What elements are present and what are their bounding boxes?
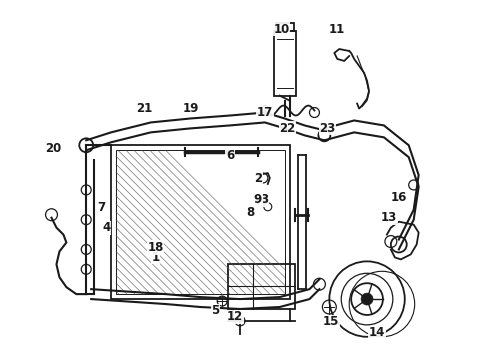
- Text: 17: 17: [257, 106, 273, 119]
- Text: 5: 5: [211, 305, 220, 318]
- Text: 9: 9: [254, 193, 262, 206]
- Text: 8: 8: [246, 206, 254, 219]
- Text: 22: 22: [279, 122, 296, 135]
- Bar: [276, 23, 294, 31]
- Bar: [274, 31, 295, 96]
- Text: 3: 3: [260, 193, 268, 206]
- Text: 4: 4: [102, 221, 110, 234]
- Text: 2: 2: [254, 171, 262, 185]
- Text: 23: 23: [319, 122, 336, 135]
- Text: 10: 10: [273, 23, 290, 36]
- Text: 6: 6: [226, 149, 234, 162]
- Text: 16: 16: [391, 192, 407, 204]
- Text: 7: 7: [97, 201, 105, 214]
- Text: 12: 12: [227, 310, 243, 323]
- Text: 11: 11: [329, 23, 345, 36]
- Bar: [111, 145, 290, 299]
- Text: 13: 13: [381, 211, 397, 224]
- Circle shape: [361, 293, 373, 305]
- Text: 15: 15: [323, 315, 340, 328]
- Text: 14: 14: [369, 326, 385, 339]
- Bar: [116, 150, 285, 294]
- Bar: [228, 264, 294, 309]
- Text: 1: 1: [151, 251, 160, 264]
- Text: 20: 20: [46, 142, 62, 155]
- Text: 19: 19: [182, 102, 198, 115]
- Text: 21: 21: [136, 102, 152, 115]
- Text: 18: 18: [147, 241, 164, 254]
